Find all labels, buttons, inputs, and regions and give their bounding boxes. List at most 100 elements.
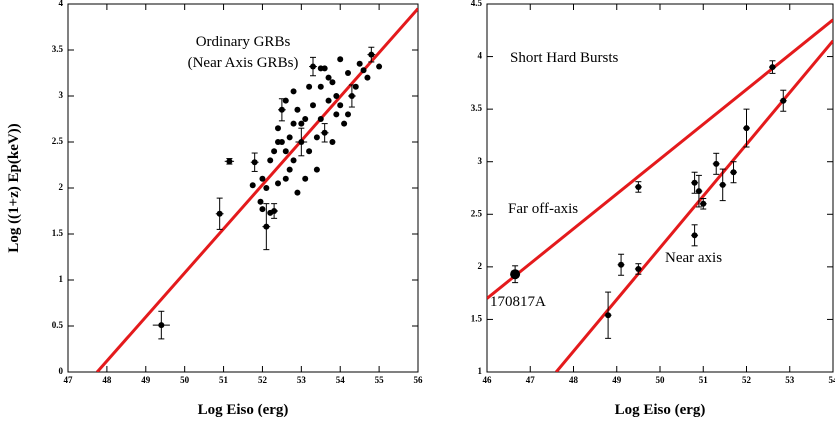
y-tick-label: 1	[59, 274, 64, 284]
data-point	[310, 63, 316, 70]
data-point	[298, 139, 305, 145]
x-tick-label: 55	[375, 375, 385, 385]
data-point	[298, 120, 305, 127]
data-point	[769, 64, 776, 71]
data-point	[259, 206, 266, 213]
data-point	[275, 180, 281, 187]
data-point	[691, 179, 698, 186]
data-point	[695, 188, 702, 195]
data-point	[337, 102, 344, 109]
data-point	[290, 157, 297, 164]
data-point	[325, 97, 332, 104]
x-tick-label: 52	[742, 375, 752, 385]
x-tick-label: 47	[64, 375, 74, 385]
data-point	[257, 198, 264, 205]
annotation: 170817A	[490, 294, 546, 310]
x-tick-label: 53	[785, 375, 795, 385]
annotation: Ordinary GRBs	[196, 34, 291, 50]
data-point	[263, 185, 270, 191]
annotation: (Near Axis GRBs)	[188, 55, 299, 71]
plot-area	[487, 18, 833, 372]
x-tick-label: 46	[483, 375, 493, 385]
data-point	[510, 269, 521, 280]
y-tick-label: 2.5	[471, 208, 483, 218]
x-tick-label: 49	[141, 375, 151, 385]
data-point	[251, 159, 258, 166]
data-point	[286, 166, 293, 173]
y-tick-label: 4.5	[471, 0, 483, 8]
fit-line	[487, 18, 833, 300]
data-point	[341, 120, 348, 127]
panel: 46 47 48 49 50 51 52 53 54 1 1.5 2 2.5 3 3.5 4 4.5 Log Ei…	[471, 0, 835, 418]
y-tick-label: 4	[478, 51, 483, 61]
y-tick-label: 1.5	[52, 228, 64, 238]
fit-line	[555, 39, 833, 372]
annotation: Near axis	[665, 250, 722, 266]
data-point	[348, 93, 355, 99]
data-point	[282, 175, 289, 182]
y-tick-label: 0.5	[52, 320, 64, 330]
y-axis-label: Log ((1+z) Ep(keV))	[6, 123, 22, 252]
data-point	[635, 183, 642, 190]
data-point	[306, 83, 313, 90]
data-point	[302, 175, 309, 182]
x-tick-label: 53	[297, 375, 307, 385]
x-axis-label: Log Eiso (erg)	[198, 402, 289, 418]
x-tick-label: 49	[612, 375, 622, 385]
annotation: Short Hard Bursts	[510, 50, 618, 66]
y-tick-label: 2.5	[52, 136, 64, 146]
data-point	[313, 134, 320, 141]
data-point	[743, 125, 750, 132]
data-point	[360, 67, 367, 74]
data-point	[333, 111, 340, 118]
data-point	[290, 88, 297, 95]
data-point	[278, 106, 285, 113]
data-point	[286, 134, 293, 141]
data-point	[618, 261, 625, 268]
x-tick-label: 51	[699, 375, 709, 385]
data-point	[364, 74, 371, 81]
data-point	[635, 265, 642, 272]
data-point	[306, 148, 313, 155]
data-point	[263, 223, 270, 230]
x-tick-label: 54	[829, 375, 835, 385]
x-tick-label: 51	[219, 375, 229, 385]
x-tick-label: 52	[258, 375, 268, 385]
x-tick-label: 47	[526, 375, 536, 385]
data-point	[691, 232, 698, 239]
data-point	[713, 160, 720, 167]
x-tick-label: 50	[656, 375, 666, 385]
data-point	[290, 120, 297, 127]
data-point	[302, 116, 309, 122]
x-tick-label: 56	[414, 375, 424, 385]
y-tick-label: 2	[59, 182, 64, 192]
data-point	[317, 116, 324, 122]
data-point	[310, 102, 316, 109]
data-point	[317, 83, 324, 90]
x-tick-label: 48	[102, 375, 112, 385]
data-point	[249, 182, 256, 189]
data-point	[329, 79, 336, 86]
data-point	[294, 189, 301, 196]
y-tick-label: 1.5	[471, 313, 483, 323]
data-point	[282, 97, 289, 104]
data-point	[321, 129, 328, 136]
data-point	[730, 169, 737, 176]
data-point	[278, 139, 285, 145]
data-point	[329, 139, 336, 145]
data-point	[282, 148, 289, 155]
data-point	[780, 97, 787, 104]
data-point	[337, 56, 344, 63]
x-tick-label: 50	[180, 375, 190, 385]
y-tick-label: 3	[59, 90, 64, 100]
y-tick-label: 4	[59, 0, 64, 8]
y-tick-label: 3.5	[52, 44, 64, 54]
y-tick-label: 2	[478, 261, 483, 271]
annotation: Far off-axis	[508, 201, 578, 217]
data-point	[700, 200, 707, 207]
y-tick-label: 3.5	[471, 103, 483, 113]
data-point	[368, 51, 375, 58]
data-point	[333, 93, 340, 99]
y-tick-label: 0	[59, 366, 64, 376]
